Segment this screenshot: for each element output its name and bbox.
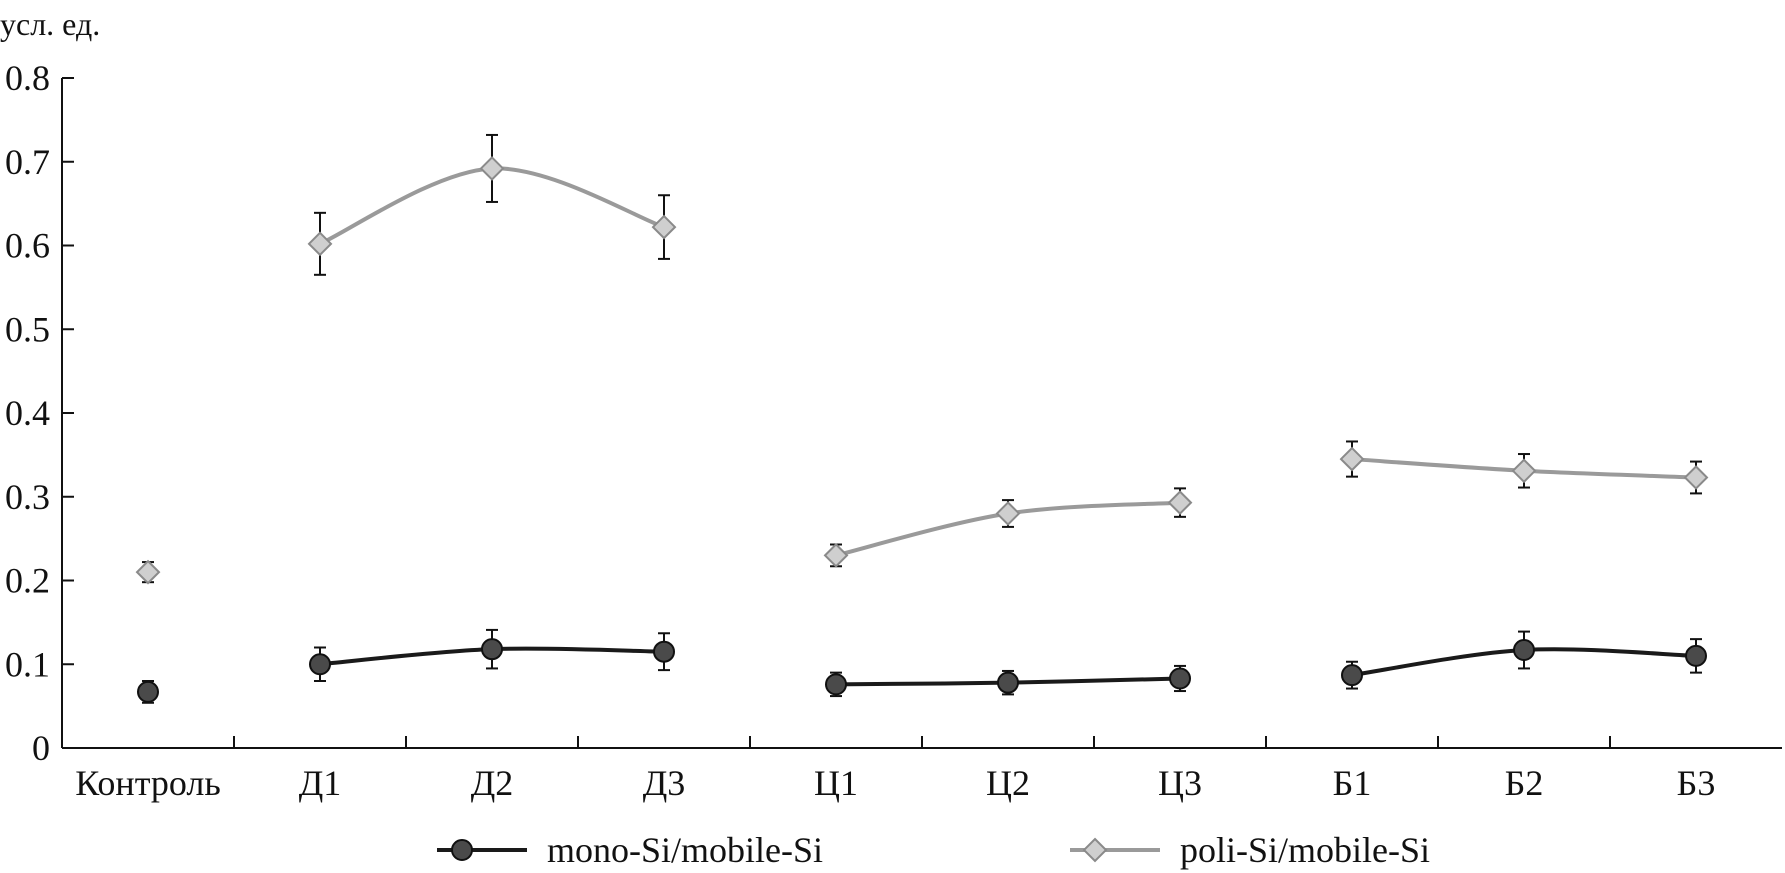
data-point <box>997 671 1019 694</box>
x-tick-label: Ц2 <box>986 763 1030 803</box>
legend-marker <box>1082 837 1108 863</box>
y-axis-title: усл. ед. <box>0 6 100 42</box>
y-tick-label: 0 <box>32 728 50 768</box>
y-tick-label: 0.8 <box>5 58 50 98</box>
data-point <box>1167 490 1193 516</box>
x-tick-label: Д3 <box>643 763 686 803</box>
data-point <box>995 501 1021 526</box>
data-point <box>1169 667 1191 690</box>
data-point <box>1513 639 1535 662</box>
x-tick-label: Д1 <box>299 763 342 803</box>
x-tick-label: Б1 <box>1333 763 1372 803</box>
legend-label: mono-Si/mobile-Si <box>547 830 823 870</box>
legend: mono-Si/mobile-Si poli-Si/mobile-Si <box>437 830 1430 870</box>
legend-marker <box>451 839 473 861</box>
x-tick-label: Б3 <box>1677 763 1716 803</box>
data-point <box>1511 458 1537 484</box>
data-point <box>1683 465 1709 490</box>
series-2 <box>135 133 1709 585</box>
data-point <box>137 680 159 703</box>
data-point <box>135 559 161 585</box>
data-point <box>479 156 505 181</box>
x-ticks: Контроль Д1 Д2 Д3 Ц1 Ц2 Ц3 Б1 Б2 Б3 <box>75 736 1715 803</box>
y-tick-label: 0.1 <box>5 644 50 684</box>
x-tick-label: Д2 <box>471 763 514 803</box>
series-layer <box>135 133 1709 704</box>
data-point <box>823 542 849 568</box>
y-tick-label: 0.7 <box>5 142 50 182</box>
x-tick-label: Б2 <box>1505 763 1544 803</box>
data-point <box>1339 446 1365 472</box>
data-point <box>653 640 675 663</box>
series-1 <box>137 628 1707 704</box>
data-point <box>825 673 847 696</box>
legend-label: poli-Si/mobile-Si <box>1180 830 1430 870</box>
y-tick-label: 0.3 <box>5 477 50 517</box>
x-tick-label: Ц1 <box>814 763 858 803</box>
legend-item: poli-Si/mobile-Si <box>1070 830 1430 870</box>
data-point <box>307 231 333 257</box>
y-tick-label: 0.5 <box>5 309 50 349</box>
y-tick-label: 0.6 <box>5 226 50 266</box>
data-point <box>1341 664 1363 687</box>
x-tick-label: Контроль <box>75 763 221 803</box>
y-ticks: 0 0.1 0.2 0.3 0.4 0.5 0.6 0.7 0.8 <box>5 58 74 768</box>
legend-item: mono-Si/mobile-Si <box>437 830 823 870</box>
data-point <box>481 638 503 661</box>
data-point <box>651 214 677 240</box>
data-point <box>309 653 331 676</box>
y-tick-label: 0.2 <box>5 561 50 601</box>
data-point <box>1685 644 1707 667</box>
x-tick-label: Ц3 <box>1158 763 1202 803</box>
y-tick-label: 0.4 <box>5 393 50 433</box>
